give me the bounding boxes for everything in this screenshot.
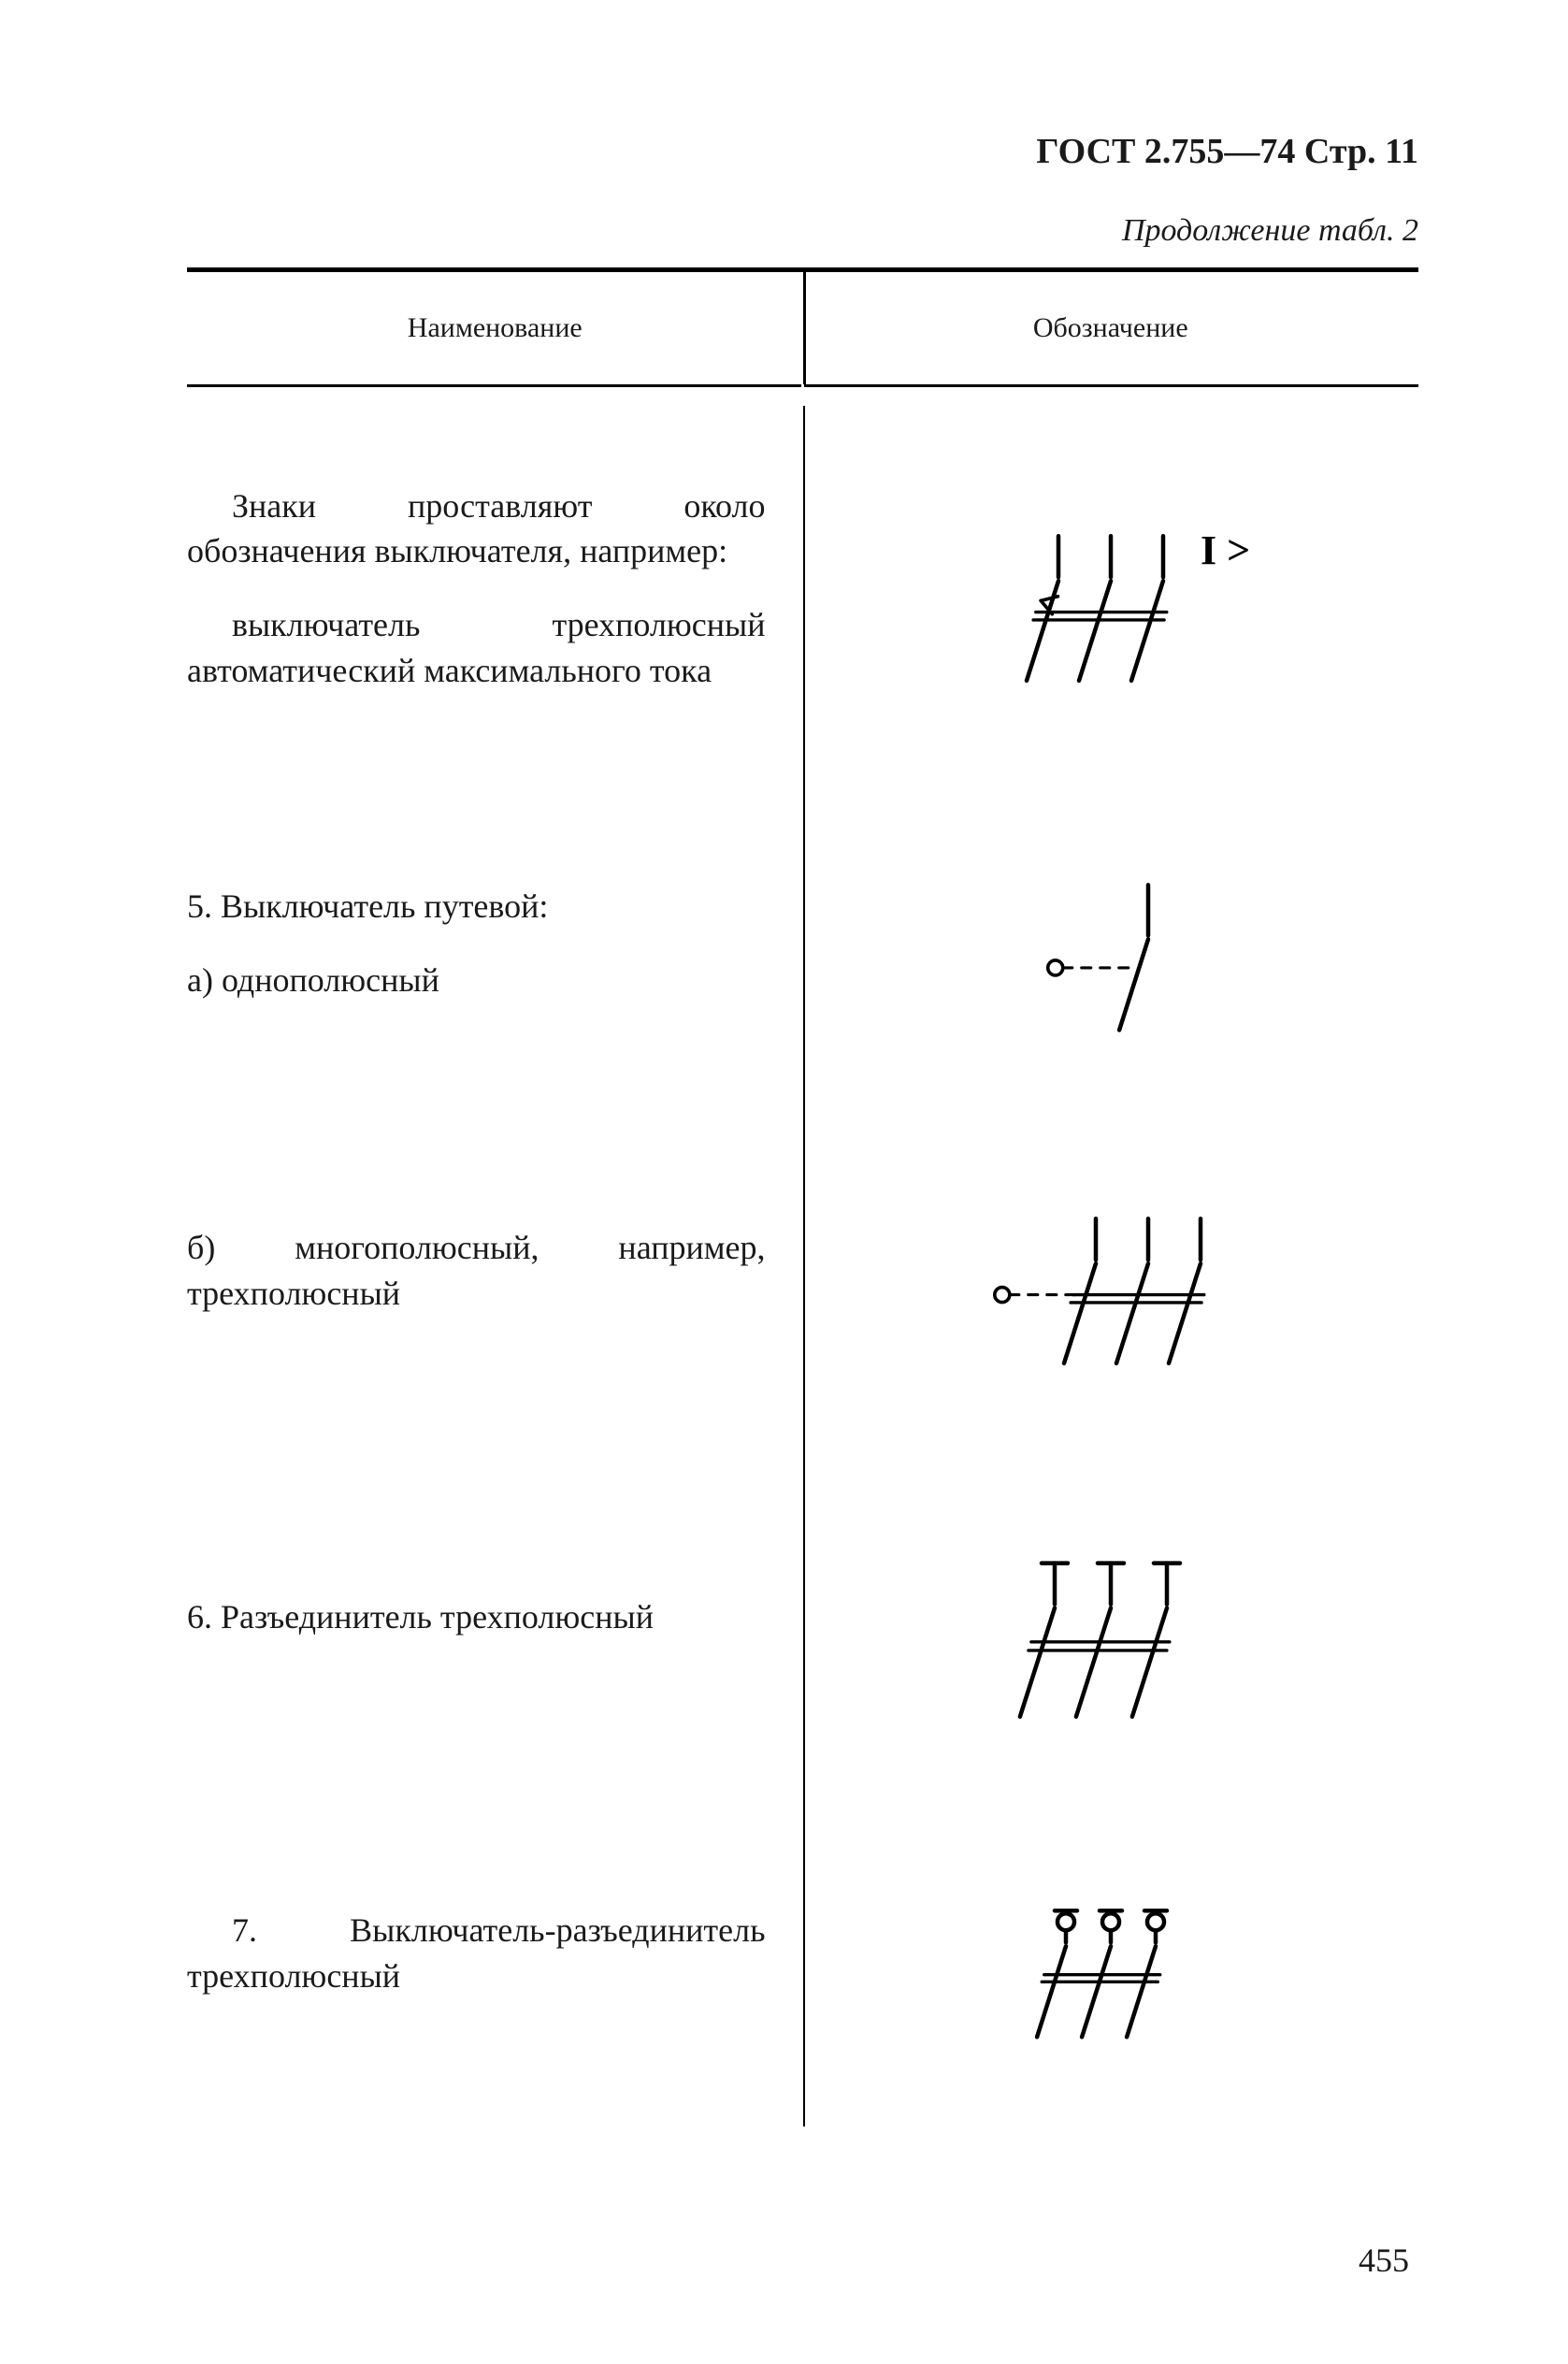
- row-text-line: а) однополюсный: [187, 958, 766, 1003]
- row-text-line: выключатель трехполюсный автоматический …: [187, 602, 766, 693]
- switch-diagram-icon: I >: [952, 481, 1270, 724]
- row-text-line: 6. Разъединитель трехполюсный: [187, 1594, 766, 1640]
- row-text-line: 7. Выключатель-разъединитель трехполюсны…: [187, 1908, 766, 1998]
- table-body: Знаки проставляют около обозначения выкл…: [187, 406, 1418, 2126]
- switch-diagram-icon: [980, 1846, 1242, 2089]
- row-diagram: [803, 1500, 1419, 1762]
- row-text-line: 5. Выключатель путевой:: [187, 884, 766, 930]
- row-text: 5. Выключатель путевой: а) однополюсный: [187, 884, 803, 1031]
- row-text: 6. Разъединитель трехполюсный: [187, 1594, 803, 1668]
- row-text: Знаки проставляют около обозначения выкл…: [187, 483, 803, 721]
- row-diagram: [803, 1163, 1419, 1406]
- page-number: 455: [1359, 2241, 1409, 2280]
- rule-under-head: [187, 384, 1418, 387]
- col-head-right: Обозначение: [803, 312, 1419, 344]
- row-text: 7. Выключатель-разъединитель трехполюсны…: [187, 1908, 803, 2026]
- doc-header: ГОСТ 2.755—74 Стр. 11: [187, 131, 1418, 172]
- row-text-line: Знаки проставляют около обозначения выкл…: [187, 483, 766, 574]
- row-diagram: [803, 1846, 1419, 2089]
- col-head-left: Наименование: [187, 312, 803, 344]
- row-text-line: б) многополюсный, например, трехполюсный: [187, 1225, 766, 1316]
- vsep-body: [803, 406, 806, 2126]
- table-continuation: Продолжение табл. 2: [187, 213, 1418, 249]
- row-diagram: [803, 855, 1419, 1060]
- table-columns-head: Наименование Обозначение: [187, 272, 1418, 384]
- switch-diagram-icon: [942, 1163, 1279, 1406]
- row-text: б) многополюсный, например, трехполюсный: [187, 1225, 803, 1344]
- vsep-head: [803, 272, 806, 384]
- page: ГОСТ 2.755—74 Стр. 11 Продолжение табл. …: [0, 0, 1568, 2364]
- svg-text:I >: I >: [1201, 527, 1250, 573]
- switch-diagram-icon: [999, 855, 1223, 1060]
- switch-diagram-icon: [961, 1500, 1260, 1762]
- row-diagram: I >: [803, 481, 1419, 724]
